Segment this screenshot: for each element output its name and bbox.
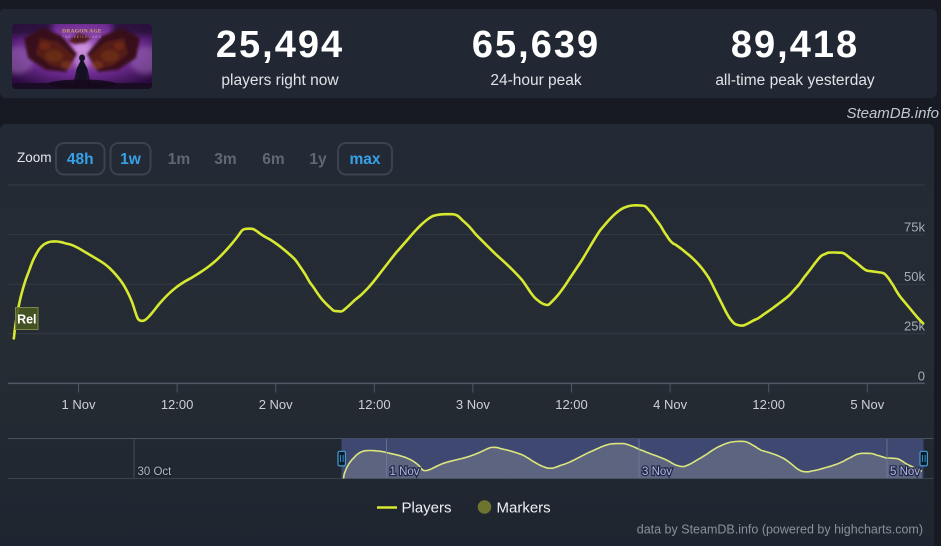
svg-text:Markers: Markers (497, 500, 551, 517)
svg-text:1 Nov: 1 Nov (62, 397, 96, 412)
svg-text:25k: 25k (904, 319, 925, 334)
svg-text:12:00: 12:00 (161, 397, 194, 412)
svg-text:3m: 3m (214, 151, 236, 168)
svg-text:1y: 1y (309, 151, 327, 168)
svg-text:0: 0 (918, 368, 925, 383)
svg-text:6m: 6m (262, 151, 284, 168)
svg-text:75k: 75k (904, 220, 925, 235)
svg-text:12:00: 12:00 (358, 397, 391, 412)
svg-text:THE VEILGUARD: THE VEILGUARD (62, 35, 102, 39)
svg-text:12:00: 12:00 (555, 397, 588, 412)
svg-text:50k: 50k (904, 269, 925, 284)
svg-text:1 Nov: 1 Nov (390, 466, 420, 478)
svg-text:12:00: 12:00 (752, 397, 785, 412)
svg-text:1w: 1w (120, 151, 142, 168)
svg-text:data by SteamDB.info (powered: data by SteamDB.info (powered by highcha… (637, 523, 923, 537)
svg-text:30 Oct: 30 Oct (138, 466, 173, 478)
svg-text:5 Nov: 5 Nov (890, 466, 920, 478)
svg-text:Players: Players (402, 500, 452, 517)
svg-text:3 Nov: 3 Nov (456, 397, 490, 412)
svg-text:1m: 1m (168, 151, 190, 168)
svg-text:2 Nov: 2 Nov (259, 397, 293, 412)
svg-text:DRAGON AGE: DRAGON AGE (62, 29, 102, 35)
svg-text:5 Nov: 5 Nov (850, 397, 884, 412)
svg-text:3 Nov: 3 Nov (642, 466, 672, 478)
svg-text:Zoom: Zoom (17, 150, 52, 165)
svg-text:Rel: Rel (17, 313, 36, 327)
svg-text:max: max (349, 151, 380, 168)
svg-text:48h: 48h (67, 151, 94, 168)
svg-text:4 Nov: 4 Nov (653, 397, 687, 412)
